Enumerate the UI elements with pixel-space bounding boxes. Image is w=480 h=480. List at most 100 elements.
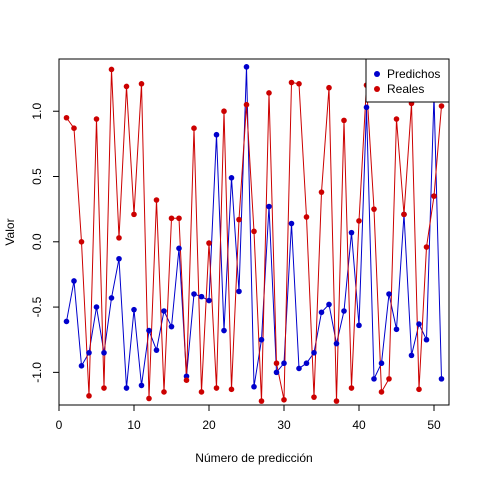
x-tick-label: 10 [127,418,141,432]
x-tick-label: 20 [202,418,216,432]
data-point-predichos [131,306,137,313]
data-point-reales [228,386,235,393]
legend-marker-predichos [374,71,380,77]
data-point-reales [101,385,107,391]
plot-frame [58,58,450,406]
data-point-reales [206,240,212,246]
data-point-predichos [198,293,205,300]
data-point-reales [393,116,400,122]
data-point-predichos [273,369,280,376]
data-point-reales [153,197,160,203]
data-point-reales [63,114,70,121]
data-point-predichos [318,309,325,316]
data-point-predichos [176,245,182,252]
data-point-reales [236,216,242,223]
data-point-reales [386,376,392,382]
data-point-reales [348,385,355,391]
x-tick-label: 40 [352,418,366,432]
x-tick-label: 30 [277,418,291,432]
data-point-reales [123,83,130,90]
data-point-predichos [371,376,377,382]
data-point-predichos [356,322,362,329]
data-point-reales [423,244,430,250]
data-point-predichos [266,203,272,210]
y-tick-label: 1.0 [30,103,44,120]
data-point-reales [93,116,100,122]
y-tick-label: 0.5 [30,168,44,185]
x-tick-label: 50 [427,418,441,432]
data-point-predichos [71,278,77,284]
data-point-predichos [123,385,130,391]
data-point-predichos [116,255,122,262]
y-tick-label: 0.0 [30,233,44,250]
data-point-predichos [228,175,235,181]
data-point-reales [146,395,152,402]
data-point-predichos [416,321,422,327]
data-point-predichos [78,363,85,369]
data-point-predichos [221,327,227,334]
data-point-reales [131,211,137,218]
y-axis-label: Valor [3,218,17,245]
data-point-reales [161,389,167,395]
data-point-predichos [438,376,445,382]
data-point-reales [176,215,182,222]
data-point-predichos [86,349,92,356]
data-point-reales [401,211,407,218]
data-point-predichos [213,131,220,138]
data-point-reales [221,108,227,115]
data-point-reales [371,206,377,212]
data-point-reales [318,189,325,195]
y-tick-label: -0.5 [30,296,44,317]
data-point-predichos [348,229,355,236]
data-point-reales [213,385,220,391]
data-point-predichos [311,349,317,356]
data-point-reales [341,117,347,124]
series-layer [63,64,445,404]
data-point-reales [138,81,145,87]
data-point-predichos [303,360,310,367]
data-point-reales [311,394,317,400]
y-axis: -1.0 -0.5 0.0 0.5 1.0 [30,103,59,383]
data-point-predichos [408,352,415,359]
legend-label-predichos: Predichos [387,67,440,81]
data-point-predichos [108,295,115,301]
data-point-reales [303,214,310,220]
data-point-reales [71,125,77,131]
data-point-reales [251,228,257,235]
legend-marker-reales [374,86,380,92]
data-point-reales [266,90,272,96]
data-point-reales [296,81,302,87]
data-point-predichos [236,288,242,295]
data-point-predichos [161,308,167,314]
data-point-reales [183,377,190,383]
data-point-predichos [423,336,430,343]
data-point-predichos [258,336,265,343]
data-point-reales [191,125,197,131]
data-point-predichos [333,340,340,347]
data-point-reales [86,393,92,399]
data-point-predichos [251,383,257,390]
data-point-reales [198,389,205,395]
data-point-predichos [386,291,392,297]
data-point-reales [326,84,332,91]
data-point-reales [168,215,175,222]
data-point-predichos [341,308,347,314]
y-tick-label: -1.0 [30,362,44,383]
data-point-predichos [138,382,145,389]
data-point-reales [288,79,295,86]
data-point-predichos [326,301,332,308]
data-point-reales [333,398,340,404]
legend-box [365,58,450,103]
data-point-reales [108,66,115,73]
x-axis: 0 10 20 30 40 50 [56,405,441,432]
data-point-reales [258,398,265,404]
data-point-reales [438,103,445,109]
data-point-reales [356,218,362,224]
x-axis-label: Número de predicción [195,451,312,465]
data-point-predichos [101,349,107,356]
legend-label-reales: Reales [387,82,424,96]
data-point-predichos [168,323,175,330]
data-point-predichos [243,64,250,70]
